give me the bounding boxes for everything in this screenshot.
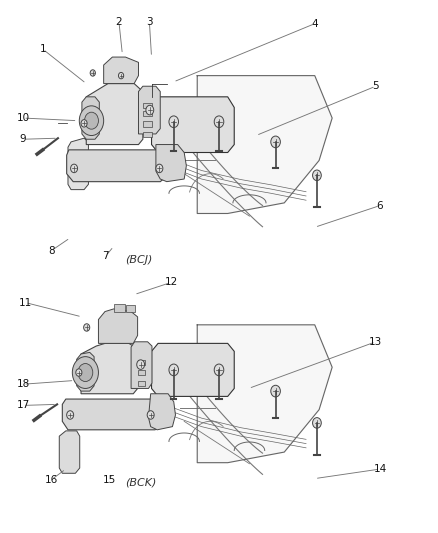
- Circle shape: [271, 136, 280, 148]
- Circle shape: [78, 364, 93, 382]
- Circle shape: [90, 70, 95, 76]
- Circle shape: [147, 411, 154, 419]
- Circle shape: [79, 106, 104, 135]
- Text: 2: 2: [116, 17, 122, 27]
- Circle shape: [81, 119, 87, 127]
- Polygon shape: [104, 57, 138, 84]
- Circle shape: [84, 324, 90, 331]
- Text: (BCK): (BCK): [125, 477, 156, 487]
- Polygon shape: [156, 144, 186, 182]
- Circle shape: [156, 164, 163, 173]
- Text: 6: 6: [377, 200, 383, 211]
- Circle shape: [271, 385, 280, 397]
- Circle shape: [72, 357, 99, 389]
- Text: 4: 4: [311, 19, 318, 29]
- Circle shape: [67, 411, 74, 419]
- Circle shape: [214, 364, 224, 376]
- Text: 1: 1: [39, 44, 46, 54]
- Polygon shape: [138, 86, 160, 134]
- Polygon shape: [81, 343, 138, 394]
- Text: 13: 13: [369, 337, 382, 347]
- Text: 11: 11: [19, 297, 32, 308]
- Bar: [143, 103, 152, 108]
- Polygon shape: [86, 84, 143, 144]
- Text: 18: 18: [17, 379, 30, 389]
- Bar: [138, 370, 145, 375]
- Polygon shape: [131, 342, 152, 389]
- Text: 16: 16: [45, 475, 58, 484]
- Text: 12: 12: [165, 277, 178, 287]
- Text: 8: 8: [48, 246, 55, 256]
- Polygon shape: [62, 399, 162, 430]
- Text: 9: 9: [20, 134, 26, 144]
- Polygon shape: [152, 343, 234, 397]
- Circle shape: [85, 112, 99, 129]
- Polygon shape: [82, 97, 99, 139]
- Text: 17: 17: [17, 400, 30, 410]
- Circle shape: [71, 164, 78, 173]
- Polygon shape: [197, 325, 332, 463]
- Bar: [126, 305, 134, 312]
- Text: (BCJ): (BCJ): [125, 255, 152, 264]
- Text: 3: 3: [146, 17, 153, 27]
- Circle shape: [169, 116, 179, 127]
- Polygon shape: [99, 309, 138, 343]
- Bar: [138, 381, 145, 386]
- Polygon shape: [67, 150, 167, 182]
- Polygon shape: [197, 76, 332, 214]
- Text: 14: 14: [374, 464, 387, 474]
- Text: 5: 5: [372, 81, 379, 91]
- Circle shape: [118, 72, 124, 79]
- Text: 7: 7: [102, 251, 109, 261]
- Circle shape: [313, 418, 321, 428]
- Polygon shape: [59, 431, 80, 473]
- Circle shape: [169, 364, 179, 376]
- Circle shape: [214, 116, 224, 127]
- Polygon shape: [68, 138, 88, 190]
- Bar: [143, 111, 152, 116]
- Text: 15: 15: [102, 475, 116, 484]
- Polygon shape: [77, 352, 94, 391]
- Circle shape: [137, 360, 145, 369]
- Circle shape: [76, 369, 82, 376]
- Bar: [114, 304, 124, 312]
- Polygon shape: [152, 97, 234, 152]
- Bar: [138, 360, 145, 365]
- Bar: [143, 132, 152, 137]
- Text: 10: 10: [17, 113, 30, 123]
- Bar: [143, 121, 152, 126]
- Circle shape: [146, 106, 154, 115]
- Polygon shape: [148, 394, 176, 430]
- Circle shape: [313, 170, 321, 181]
